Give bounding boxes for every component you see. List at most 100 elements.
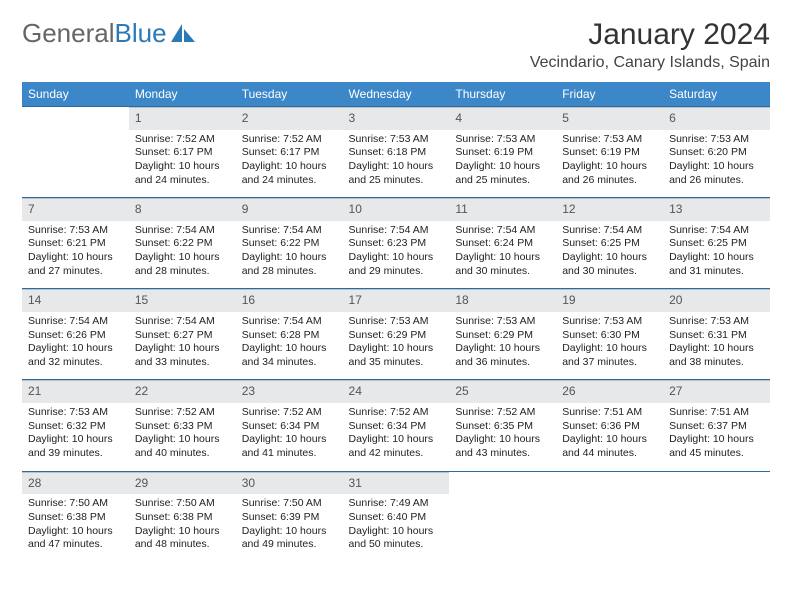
day-cell: 7Sunrise: 7:53 AMSunset: 6:21 PMDaylight…: [22, 198, 129, 289]
day-number: 29: [129, 472, 236, 495]
daylight-text: Daylight: 10 hours and 45 minutes.: [669, 433, 764, 460]
sunrise-text: Sunrise: 7:49 AM: [349, 497, 444, 511]
sunrise-text: Sunrise: 7:54 AM: [135, 315, 230, 329]
daylight-text: Daylight: 10 hours and 32 minutes.: [28, 342, 123, 369]
day-number: 14: [22, 289, 129, 312]
day-cell: 12Sunrise: 7:54 AMSunset: 6:25 PMDayligh…: [556, 198, 663, 289]
week-row: 14Sunrise: 7:54 AMSunset: 6:26 PMDayligh…: [22, 289, 770, 380]
day-cell: 22Sunrise: 7:52 AMSunset: 6:33 PMDayligh…: [129, 380, 236, 471]
day-cell: 8Sunrise: 7:54 AMSunset: 6:22 PMDaylight…: [129, 198, 236, 289]
day-number: 21: [22, 380, 129, 403]
day-content: Sunrise: 7:52 AMSunset: 6:17 PMDaylight:…: [129, 130, 236, 198]
day-cell: 5Sunrise: 7:53 AMSunset: 6:19 PMDaylight…: [556, 107, 663, 198]
sunrise-text: Sunrise: 7:52 AM: [349, 406, 444, 420]
day-content: Sunrise: 7:54 AMSunset: 6:27 PMDaylight:…: [129, 312, 236, 380]
sunrise-text: Sunrise: 7:53 AM: [28, 224, 123, 238]
sunset-text: Sunset: 6:18 PM: [349, 146, 444, 160]
sunrise-text: Sunrise: 7:52 AM: [242, 406, 337, 420]
day-content: Sunrise: 7:53 AMSunset: 6:32 PMDaylight:…: [22, 403, 129, 471]
day-content: Sunrise: 7:53 AMSunset: 6:30 PMDaylight:…: [556, 312, 663, 380]
sunset-text: Sunset: 6:38 PM: [28, 511, 123, 525]
day-content: Sunrise: 7:52 AMSunset: 6:33 PMDaylight:…: [129, 403, 236, 471]
sunrise-text: Sunrise: 7:53 AM: [669, 133, 764, 147]
sunrise-text: Sunrise: 7:54 AM: [349, 224, 444, 238]
day-content: [22, 129, 129, 191]
daylight-text: Daylight: 10 hours and 26 minutes.: [669, 160, 764, 187]
day-number: 31: [343, 472, 450, 495]
sunset-text: Sunset: 6:26 PM: [28, 329, 123, 343]
day-number: 26: [556, 380, 663, 403]
day-content: Sunrise: 7:52 AMSunset: 6:34 PMDaylight:…: [236, 403, 343, 471]
day-content: Sunrise: 7:50 AMSunset: 6:38 PMDaylight:…: [129, 494, 236, 562]
day-number: 11: [449, 198, 556, 221]
day-cell: 18Sunrise: 7:53 AMSunset: 6:29 PMDayligh…: [449, 289, 556, 380]
sunrise-text: Sunrise: 7:52 AM: [455, 406, 550, 420]
daylight-text: Daylight: 10 hours and 36 minutes.: [455, 342, 550, 369]
sunrise-text: Sunrise: 7:53 AM: [28, 406, 123, 420]
day-content: Sunrise: 7:53 AMSunset: 6:19 PMDaylight:…: [556, 130, 663, 198]
week-row: 7Sunrise: 7:53 AMSunset: 6:21 PMDaylight…: [22, 198, 770, 289]
day-number: 9: [236, 198, 343, 221]
daylight-text: Daylight: 10 hours and 27 minutes.: [28, 251, 123, 278]
day-number: 10: [343, 198, 450, 221]
weekday-header-row: Sunday Monday Tuesday Wednesday Thursday…: [22, 82, 770, 107]
sunset-text: Sunset: 6:22 PM: [135, 237, 230, 251]
day-content: Sunrise: 7:52 AMSunset: 6:17 PMDaylight:…: [236, 130, 343, 198]
day-number: [22, 107, 129, 129]
day-number: [663, 472, 770, 494]
day-number: 30: [236, 472, 343, 495]
day-content: Sunrise: 7:54 AMSunset: 6:25 PMDaylight:…: [663, 221, 770, 289]
sunset-text: Sunset: 6:17 PM: [242, 146, 337, 160]
day-cell: 3Sunrise: 7:53 AMSunset: 6:18 PMDaylight…: [343, 107, 450, 198]
sunrise-text: Sunrise: 7:53 AM: [349, 315, 444, 329]
day-number: 18: [449, 289, 556, 312]
daylight-text: Daylight: 10 hours and 31 minutes.: [669, 251, 764, 278]
sunset-text: Sunset: 6:24 PM: [455, 237, 550, 251]
sunset-text: Sunset: 6:40 PM: [349, 511, 444, 525]
day-content: Sunrise: 7:51 AMSunset: 6:37 PMDaylight:…: [663, 403, 770, 471]
sunrise-text: Sunrise: 7:54 AM: [562, 224, 657, 238]
location: Vecindario, Canary Islands, Spain: [530, 54, 770, 72]
day-cell: 16Sunrise: 7:54 AMSunset: 6:28 PMDayligh…: [236, 289, 343, 380]
sunrise-text: Sunrise: 7:51 AM: [562, 406, 657, 420]
sunrise-text: Sunrise: 7:53 AM: [349, 133, 444, 147]
daylight-text: Daylight: 10 hours and 29 minutes.: [349, 251, 444, 278]
sunrise-text: Sunrise: 7:50 AM: [28, 497, 123, 511]
day-number: 16: [236, 289, 343, 312]
daylight-text: Daylight: 10 hours and 39 minutes.: [28, 433, 123, 460]
day-cell: 28Sunrise: 7:50 AMSunset: 6:38 PMDayligh…: [22, 471, 129, 562]
logo: GeneralBlue: [22, 18, 197, 49]
sunrise-text: Sunrise: 7:52 AM: [135, 406, 230, 420]
sunrise-text: Sunrise: 7:53 AM: [455, 133, 550, 147]
day-number: 27: [663, 380, 770, 403]
day-content: Sunrise: 7:54 AMSunset: 6:23 PMDaylight:…: [343, 221, 450, 289]
day-cell: 21Sunrise: 7:53 AMSunset: 6:32 PMDayligh…: [22, 380, 129, 471]
day-number: 13: [663, 198, 770, 221]
day-number: 19: [556, 289, 663, 312]
day-cell: 4Sunrise: 7:53 AMSunset: 6:19 PMDaylight…: [449, 107, 556, 198]
sunrise-text: Sunrise: 7:54 AM: [669, 224, 764, 238]
day-number: 5: [556, 107, 663, 130]
day-content: Sunrise: 7:53 AMSunset: 6:18 PMDaylight:…: [343, 130, 450, 198]
week-row: 28Sunrise: 7:50 AMSunset: 6:38 PMDayligh…: [22, 471, 770, 562]
daylight-text: Daylight: 10 hours and 26 minutes.: [562, 160, 657, 187]
day-cell: 2Sunrise: 7:52 AMSunset: 6:17 PMDaylight…: [236, 107, 343, 198]
day-cell: 27Sunrise: 7:51 AMSunset: 6:37 PMDayligh…: [663, 380, 770, 471]
sunset-text: Sunset: 6:37 PM: [669, 420, 764, 434]
day-cell: [663, 471, 770, 562]
day-number: 23: [236, 380, 343, 403]
header: GeneralBlue January 2024 Vecindario, Can…: [22, 18, 770, 72]
day-content: Sunrise: 7:49 AMSunset: 6:40 PMDaylight:…: [343, 494, 450, 562]
week-row: 21Sunrise: 7:53 AMSunset: 6:32 PMDayligh…: [22, 380, 770, 471]
day-content: Sunrise: 7:51 AMSunset: 6:36 PMDaylight:…: [556, 403, 663, 471]
weekday-header: Wednesday: [343, 82, 450, 107]
day-number: 22: [129, 380, 236, 403]
daylight-text: Daylight: 10 hours and 35 minutes.: [349, 342, 444, 369]
daylight-text: Daylight: 10 hours and 28 minutes.: [242, 251, 337, 278]
sunset-text: Sunset: 6:25 PM: [669, 237, 764, 251]
sunrise-text: Sunrise: 7:54 AM: [28, 315, 123, 329]
day-content: [663, 493, 770, 555]
daylight-text: Daylight: 10 hours and 24 minutes.: [135, 160, 230, 187]
day-content: Sunrise: 7:53 AMSunset: 6:19 PMDaylight:…: [449, 130, 556, 198]
weekday-header: Sunday: [22, 82, 129, 107]
